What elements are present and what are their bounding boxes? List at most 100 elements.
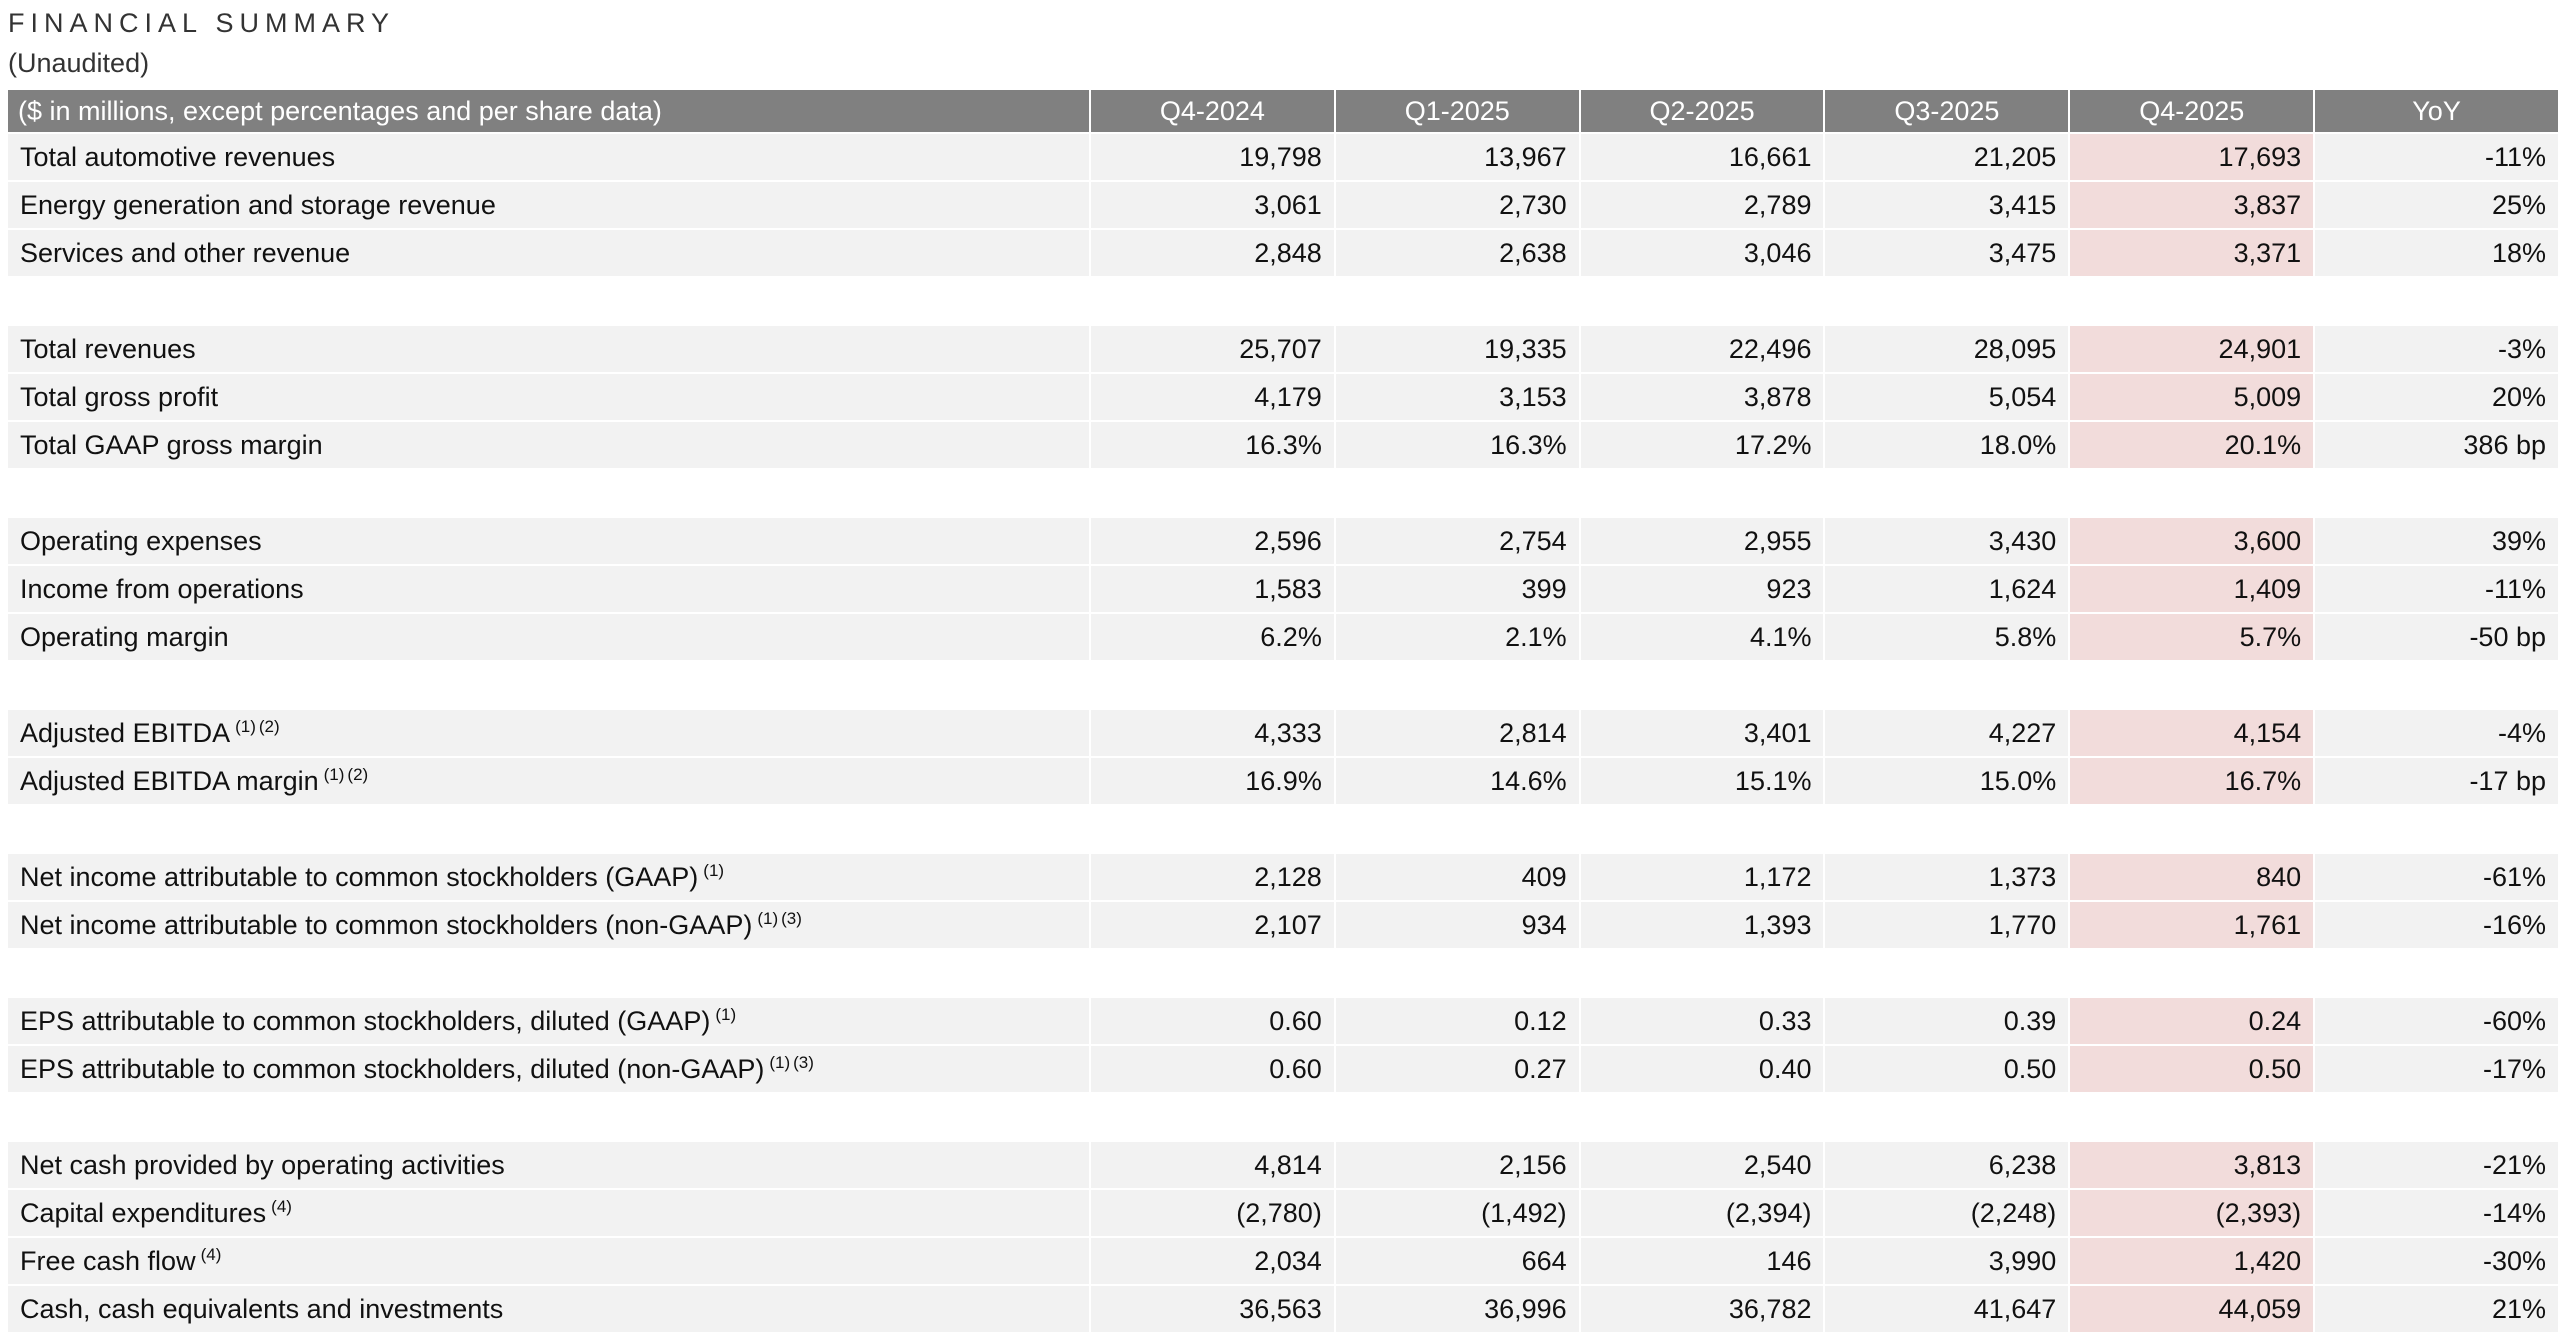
- spacer-cell: [2314, 1092, 2560, 1141]
- data-row: Net income attributable to common stockh…: [8, 852, 2560, 901]
- value-cell: 15.1%: [1579, 756, 1826, 805]
- page: FINANCIAL SUMMARY (Unaudited) ($ in mill…: [8, 8, 2560, 1332]
- spacer-cell: [1090, 468, 1336, 517]
- value-cell: (2,394): [1579, 1188, 1826, 1237]
- value-cell: 399: [1334, 564, 1581, 613]
- value-cell: -17 bp: [2314, 756, 2560, 805]
- table-body: Total automotive revenues 19,798 13,967 16,…: [8, 132, 2560, 1332]
- value-cell: 0.24: [2069, 996, 2316, 1045]
- spacer-row: [8, 804, 2560, 853]
- value-cell: 3,475: [1824, 228, 2071, 277]
- value-cell: 2,034: [1090, 1236, 1336, 1285]
- spacer-cell: [2069, 276, 2316, 325]
- value-cell: 3,430: [1824, 516, 2071, 565]
- value-cell: 2,814: [1334, 708, 1581, 757]
- value-cell: 0.33: [1579, 996, 1826, 1045]
- value-cell: 20%: [2314, 372, 2560, 421]
- value-cell: 2,955: [1579, 516, 1826, 565]
- value-cell: -16%: [2314, 900, 2560, 949]
- value-cell: 2,848: [1090, 228, 1336, 277]
- title: FINANCIAL SUMMARY: [8, 8, 396, 38]
- value-cell: -17%: [2314, 1044, 2560, 1093]
- value-cell: 16.7%: [2069, 756, 2316, 805]
- value-cell: 41,647: [1824, 1284, 2071, 1332]
- value-cell: 19,335: [1334, 324, 1581, 373]
- data-row: Net cash provided by operating activitie…: [8, 1140, 2560, 1189]
- value-cell: 2,107: [1090, 900, 1336, 949]
- value-cell: 22,496: [1579, 324, 1826, 373]
- value-cell: 3,878: [1579, 372, 1826, 421]
- value-cell: 1,761: [2069, 900, 2316, 949]
- spacer-cell: [1090, 1092, 1336, 1141]
- footnote-ref: (1): [235, 716, 256, 736]
- footnote-ref: (1): [703, 860, 725, 880]
- column-header: Q3-2025: [1824, 90, 2071, 133]
- value-cell: 36,996: [1334, 1284, 1581, 1332]
- value-cell: 2,730: [1334, 180, 1581, 229]
- value-cell: 2,540: [1579, 1140, 1826, 1189]
- data-row: EPS attributable to common stockholders,…: [8, 1044, 2560, 1093]
- spacer-cell: [1090, 660, 1336, 709]
- label-text: Total revenues: [20, 333, 196, 364]
- footnote-ref: (3): [793, 1052, 814, 1072]
- value-cell: 44,059: [2069, 1284, 2316, 1332]
- row-label: Net income attributable to common stockh…: [8, 852, 1091, 901]
- label-text: Cash, cash equivalents and investments: [20, 1293, 504, 1324]
- spacer-row: [8, 276, 2560, 325]
- row-label: Income from operations: [8, 564, 1091, 613]
- value-cell: 0.60: [1090, 996, 1336, 1045]
- value-cell: 4,333: [1090, 708, 1336, 757]
- data-row: Operating expenses 2,596 2,754 2,955 3,430 3,…: [8, 516, 2560, 565]
- value-cell: 923: [1579, 564, 1826, 613]
- value-cell: 21%: [2314, 1284, 2560, 1332]
- data-row: EPS attributable to common stockholders,…: [8, 996, 2560, 1045]
- value-cell: 3,371: [2069, 228, 2316, 277]
- value-cell: 3,046: [1579, 228, 1826, 277]
- spacer-cell: [8, 276, 1091, 325]
- spacer-cell: [8, 804, 1091, 853]
- spacer-cell: [1579, 948, 1826, 997]
- row-label: Operating margin: [8, 612, 1091, 661]
- data-row: Total gross profit 4,179 3,153 3,878 5,054 5,…: [8, 372, 2560, 421]
- value-cell: 21,205: [1824, 132, 2071, 181]
- footnote-ref: (1): [323, 764, 345, 784]
- column-header: YoY: [2314, 90, 2560, 133]
- spacer-cell: [8, 1092, 1091, 1141]
- footnote-ref: (4): [271, 1196, 292, 1216]
- value-cell: 0.50: [1824, 1044, 2071, 1093]
- label-text: Net income attributable to common stockh…: [20, 861, 699, 892]
- value-cell: 1,420: [2069, 1236, 2316, 1285]
- value-cell: -11%: [2314, 564, 2560, 613]
- value-cell: 3,837: [2069, 180, 2316, 229]
- value-cell: 5,009: [2069, 372, 2316, 421]
- footnote-ref: (4): [200, 1244, 222, 1264]
- value-cell: -61%: [2314, 852, 2560, 901]
- value-cell: 1,373: [1824, 852, 2071, 901]
- data-row: Total revenues 25,707 19,335 22,496 28,095 24…: [8, 324, 2560, 373]
- spacer-cell: [1090, 276, 1336, 325]
- value-cell: (1,492): [1334, 1188, 1581, 1237]
- value-cell: 1,172: [1579, 852, 1826, 901]
- spacer-cell: [2069, 468, 2316, 517]
- value-cell: 39%: [2314, 516, 2560, 565]
- value-cell: 3,061: [1090, 180, 1336, 229]
- value-cell: -50 bp: [2314, 612, 2560, 661]
- value-cell: 16,661: [1579, 132, 1826, 181]
- value-cell: 0.12: [1334, 996, 1581, 1045]
- label-text: Free cash flow: [20, 1245, 196, 1276]
- spacer-cell: [8, 948, 1091, 997]
- value-cell: 16.3%: [1334, 420, 1581, 469]
- data-row: Free cash flow (4) 2,034 664 146 3,990 1,420 -3…: [8, 1236, 2560, 1285]
- spacer-cell: [1824, 276, 2071, 325]
- value-cell: 3,600: [2069, 516, 2316, 565]
- row-label: Total revenues: [8, 324, 1091, 373]
- value-cell: 28,095: [1824, 324, 2071, 373]
- value-cell: 2.1%: [1334, 612, 1581, 661]
- data-row: Adjusted EBITDA margin (1) (2) 16.9% 14.6% 15…: [8, 756, 2560, 805]
- footnote-ref: (1): [757, 908, 779, 928]
- value-cell: 5.8%: [1824, 612, 2071, 661]
- label-text: Income from operations: [20, 573, 304, 604]
- label-text: Total gross profit: [20, 381, 219, 412]
- value-cell: 386 bp: [2314, 420, 2560, 469]
- spacer-cell: [2314, 948, 2560, 997]
